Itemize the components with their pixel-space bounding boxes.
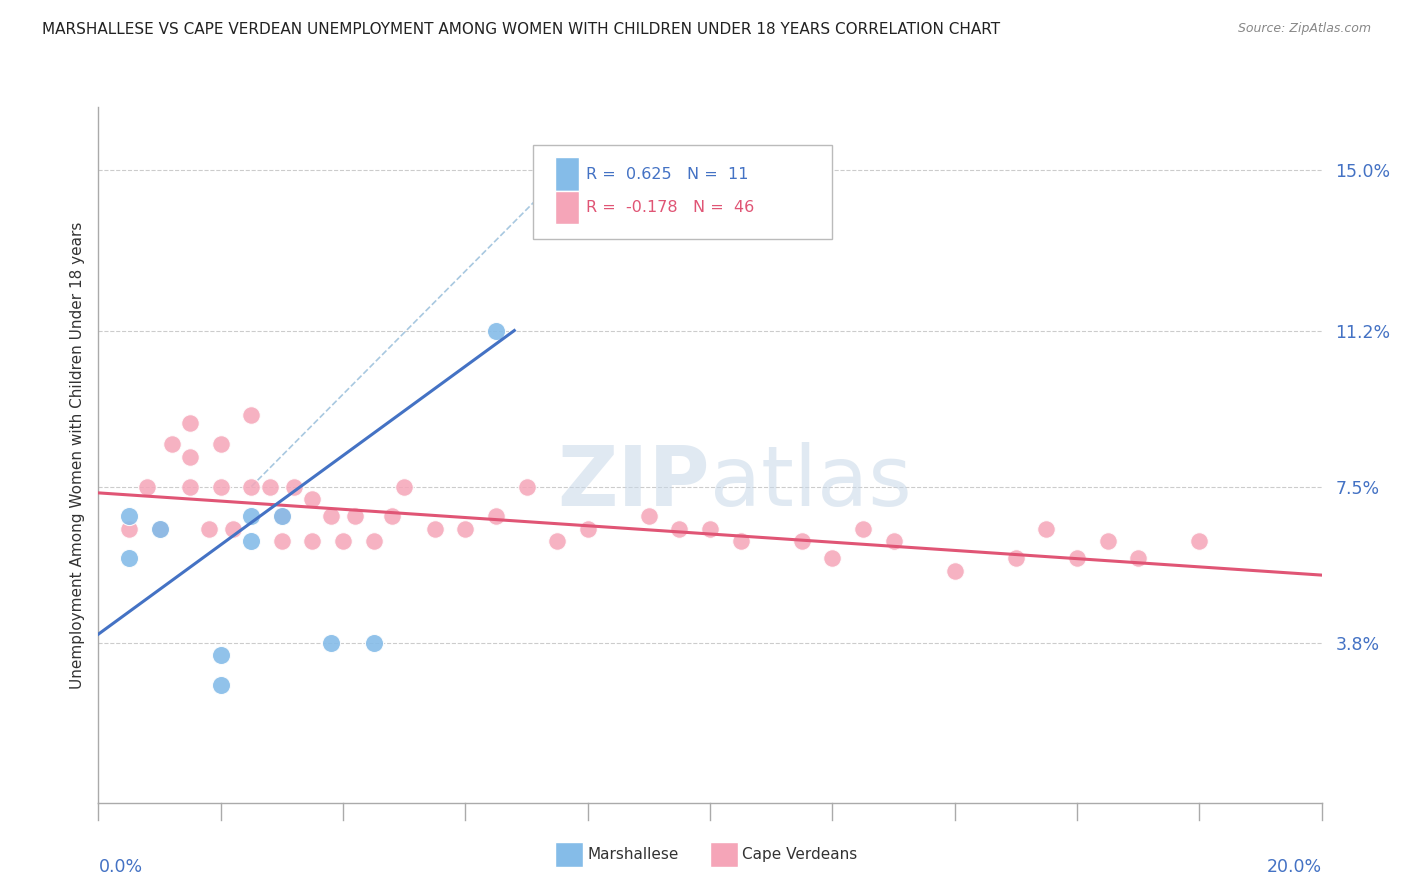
Text: R =  -0.178   N =  46: R = -0.178 N = 46 [586, 200, 755, 215]
Point [259, 479, 281, 493]
Point [668, 522, 690, 536]
Point [270, 534, 292, 549]
Point [179, 479, 201, 493]
Point [637, 509, 661, 524]
Point [852, 522, 875, 536]
Point [943, 564, 966, 578]
Point [454, 522, 477, 536]
Point [423, 522, 446, 536]
Point [576, 522, 599, 536]
Point [118, 551, 141, 566]
Point [1035, 522, 1057, 536]
Text: Cape Verdeans: Cape Verdeans [742, 847, 858, 862]
Point [319, 509, 342, 524]
Point [197, 522, 219, 536]
Point [1097, 534, 1119, 549]
Bar [555, 191, 579, 224]
Point [1004, 551, 1026, 566]
Point [149, 522, 172, 536]
Text: 20.0%: 20.0% [1267, 857, 1322, 876]
Point [363, 534, 385, 549]
Point [485, 324, 508, 338]
Point [209, 648, 232, 663]
Point [1066, 551, 1088, 566]
Point [1188, 534, 1211, 549]
Text: atlas: atlas [710, 442, 911, 524]
Text: MARSHALLESE VS CAPE VERDEAN UNEMPLOYMENT AMONG WOMEN WITH CHILDREN UNDER 18 YEAR: MARSHALLESE VS CAPE VERDEAN UNEMPLOYMENT… [42, 22, 1000, 37]
Point [301, 492, 323, 507]
Point [179, 417, 201, 431]
Point [363, 635, 385, 649]
Point [209, 678, 232, 692]
Bar [555, 157, 579, 191]
Point [209, 437, 232, 451]
Point [283, 479, 305, 493]
Point [149, 522, 172, 536]
Point [136, 479, 159, 493]
Point [392, 479, 416, 493]
Point [344, 509, 367, 524]
Point [240, 534, 263, 549]
Point [270, 509, 292, 524]
Point [179, 450, 201, 464]
Point [301, 534, 323, 549]
Point [332, 534, 354, 549]
Point [240, 479, 263, 493]
Text: Marshallese: Marshallese [588, 847, 679, 862]
Point [240, 509, 263, 524]
Point [883, 534, 905, 549]
Point [270, 509, 292, 524]
Point [240, 408, 263, 422]
Point [222, 522, 245, 536]
Point [699, 522, 721, 536]
Point [821, 551, 844, 566]
Text: ZIP: ZIP [558, 442, 710, 524]
Point [1128, 551, 1150, 566]
FancyBboxPatch shape [533, 145, 832, 239]
Point [319, 635, 342, 649]
Point [381, 509, 404, 524]
Point [118, 509, 141, 524]
Point [209, 479, 232, 493]
Point [546, 534, 568, 549]
Y-axis label: Unemployment Among Women with Children Under 18 years: Unemployment Among Women with Children U… [69, 221, 84, 689]
Text: R =  0.625   N =  11: R = 0.625 N = 11 [586, 167, 749, 182]
Text: Source: ZipAtlas.com: Source: ZipAtlas.com [1237, 22, 1371, 36]
Point [790, 534, 813, 549]
Point [516, 479, 538, 493]
Point [485, 509, 508, 524]
Point [730, 534, 752, 549]
Point [118, 522, 141, 536]
Text: 0.0%: 0.0% [98, 857, 142, 876]
Point [160, 437, 183, 451]
